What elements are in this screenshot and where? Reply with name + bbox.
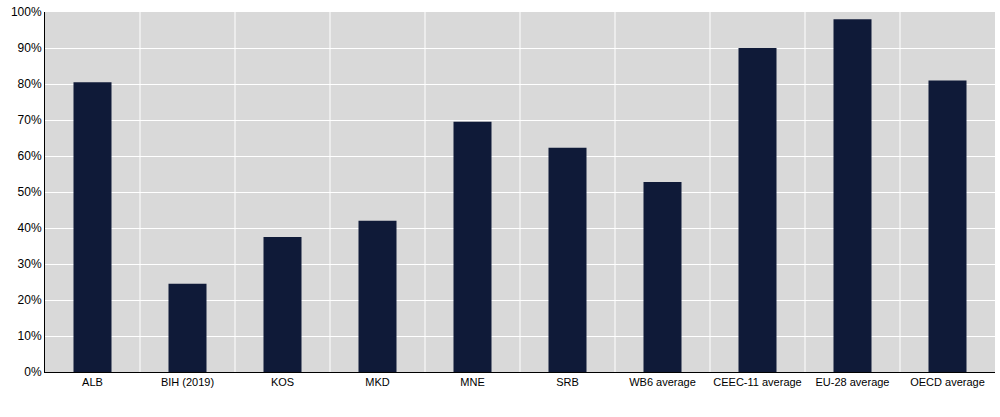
svg-text:90%: 90% [18, 41, 42, 55]
svg-text:BIH (2019): BIH (2019) [161, 376, 214, 388]
svg-text:80%: 80% [18, 77, 42, 91]
svg-text:WB6 average: WB6 average [629, 376, 696, 388]
svg-text:0%: 0% [24, 365, 42, 379]
svg-text:20%: 20% [18, 293, 42, 307]
svg-text:100%: 100% [11, 5, 42, 19]
svg-text:OECD average: OECD average [910, 376, 985, 388]
svg-text:10%: 10% [18, 329, 42, 343]
svg-text:50%: 50% [18, 185, 42, 199]
svg-text:EU-28 average: EU-28 average [816, 376, 890, 388]
svg-text:SRB: SRB [556, 376, 579, 388]
svg-text:KOS: KOS [271, 376, 294, 388]
svg-text:30%: 30% [18, 257, 42, 271]
svg-text:60%: 60% [18, 149, 42, 163]
svg-text:CEEC-11 average: CEEC-11 average [713, 376, 801, 388]
svg-text:ALB: ALB [82, 376, 103, 388]
svg-text:70%: 70% [18, 113, 42, 127]
svg-text:MNE: MNE [460, 376, 484, 388]
svg-text:40%: 40% [18, 221, 42, 235]
svg-text:MKD: MKD [365, 376, 390, 388]
